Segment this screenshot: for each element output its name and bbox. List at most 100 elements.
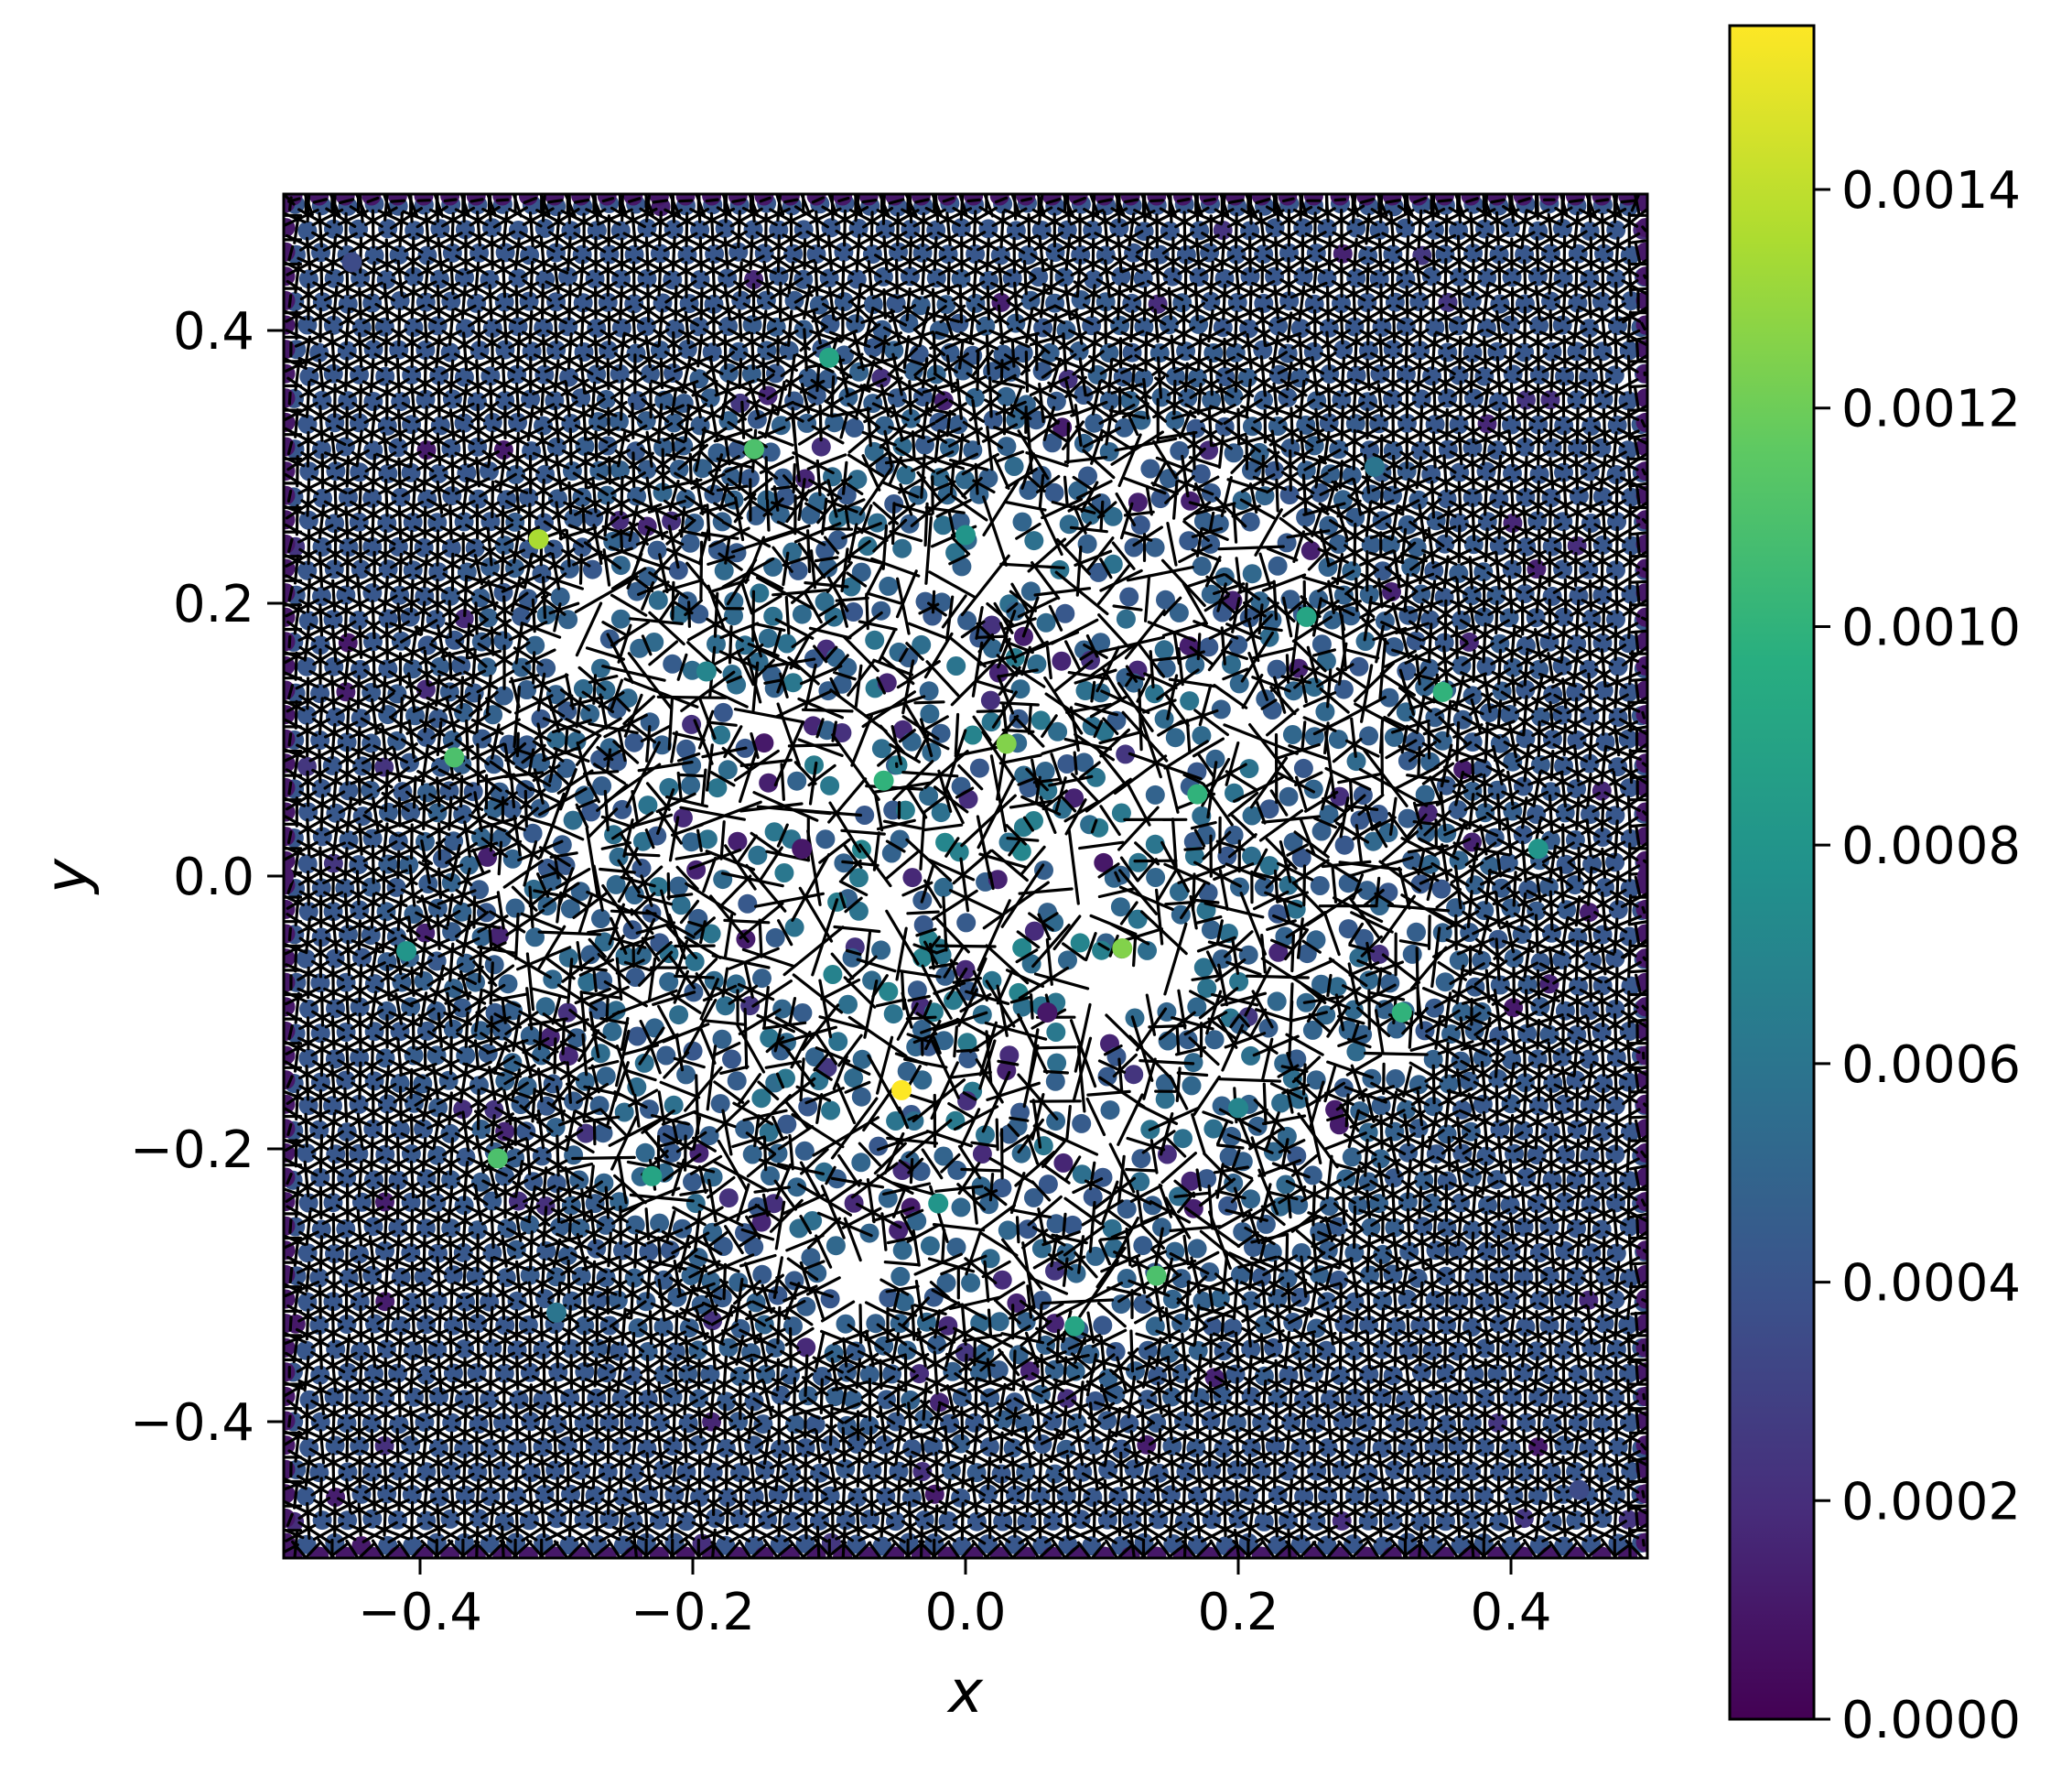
cell-point (823, 965, 842, 984)
cell-point (815, 829, 835, 849)
cell-point (1155, 709, 1174, 729)
voronoi-edge (621, 287, 622, 319)
cell-point (1349, 657, 1368, 677)
cell-point (1052, 652, 1071, 671)
voronoi-edge (1576, 263, 1577, 296)
voronoi-edge (555, 312, 556, 343)
cell-point (1182, 1076, 1202, 1095)
voronoi-edge (700, 238, 701, 272)
cell-point (1636, 413, 1656, 432)
cell-point (912, 1162, 931, 1181)
voronoi-edge (517, 384, 519, 417)
cell-point (1416, 1021, 1435, 1040)
voronoi-edge (660, 212, 662, 245)
cell-point (1016, 187, 1035, 206)
cell-point (1128, 853, 1148, 872)
cell-point (1636, 510, 1656, 529)
cell-point (740, 996, 760, 1015)
voronoi-edge (871, 212, 872, 245)
cell-point (689, 369, 708, 388)
voronoi-edge (1510, 335, 1511, 369)
voronoi-edge (1068, 424, 1069, 463)
voronoi-edge (372, 211, 373, 247)
voronoi-edge (701, 288, 702, 319)
voronoi-edge (386, 481, 387, 516)
voronoi-edge (752, 333, 754, 368)
cell-point (807, 187, 826, 206)
cell-point (1294, 759, 1313, 778)
cell-point (981, 691, 1000, 710)
cell-point (638, 796, 657, 815)
cell-point (754, 187, 773, 206)
voronoi-edge (451, 361, 453, 392)
voronoi-edge (1184, 212, 1185, 249)
cell-point (956, 913, 976, 932)
cell-point (893, 1240, 912, 1260)
cell-point (1239, 759, 1258, 778)
cell-point (1278, 187, 1297, 206)
cell-point (276, 1217, 296, 1236)
cell-point (772, 1000, 792, 1019)
cell-point (1636, 1484, 1656, 1503)
cell-point (1279, 787, 1299, 806)
cell-point (401, 802, 420, 821)
cell-point (725, 491, 744, 510)
cell-point (728, 543, 747, 562)
voronoi-edge (1434, 433, 1436, 467)
voronoi-edge (1565, 432, 1566, 464)
voronoi-edge (1485, 238, 1487, 270)
voronoi-edge (1616, 238, 1618, 271)
cell-point (1268, 991, 1287, 1011)
cell-point (1119, 588, 1139, 607)
cell-point (892, 539, 912, 558)
voronoi-edge (1246, 437, 1247, 469)
voronoi-edge (713, 262, 715, 296)
cell-point (1401, 557, 1420, 577)
voronoi-edge (680, 200, 692, 201)
cell-point (276, 1119, 296, 1138)
cell-point (636, 1143, 655, 1163)
cell-point (298, 1243, 318, 1262)
cell-point (796, 1297, 815, 1316)
voronoi-edge (1276, 238, 1278, 269)
voronoi-edge (1195, 285, 1197, 320)
cell-point (1117, 610, 1136, 629)
voronoi-edge (503, 262, 505, 298)
cell-point (1386, 1069, 1405, 1088)
voronoi-edge (647, 238, 649, 270)
cell-point (591, 1044, 610, 1063)
cell-point (467, 187, 486, 206)
voronoi-edge (1406, 333, 1407, 366)
voronoi-edge (1630, 385, 1660, 387)
voronoi-edge (1616, 283, 1617, 319)
voronoi-edge (450, 505, 451, 538)
cell-point (970, 759, 989, 778)
cell-point (659, 778, 678, 797)
voronoi-edge (1022, 199, 1031, 200)
cell-point (1407, 923, 1426, 942)
voronoi-edge (1291, 408, 1292, 443)
cell-point (1331, 187, 1350, 206)
cell-point (1268, 557, 1288, 576)
voronoi-edge (1174, 381, 1175, 414)
cell-point (276, 1168, 296, 1187)
cell-point (1146, 868, 1165, 887)
cell-point (728, 1071, 747, 1090)
voronoi-edge (1289, 259, 1290, 295)
cell-point (1241, 513, 1260, 532)
cell-point (748, 846, 767, 865)
cell-point (393, 782, 412, 801)
cell-point (1124, 1065, 1143, 1084)
voronoi-edge (1025, 262, 1027, 294)
cell-point (1046, 1023, 1065, 1042)
cell-point (865, 631, 884, 650)
cell-point (469, 880, 489, 899)
cell-point (1241, 1046, 1260, 1066)
voronoi-edge (425, 456, 426, 490)
voronoi-edge (1236, 312, 1237, 344)
cell-point (509, 269, 528, 288)
voronoi-edge (1630, 288, 1659, 290)
voronoi-edge (1636, 340, 1637, 360)
cell-point (1343, 1147, 1362, 1166)
